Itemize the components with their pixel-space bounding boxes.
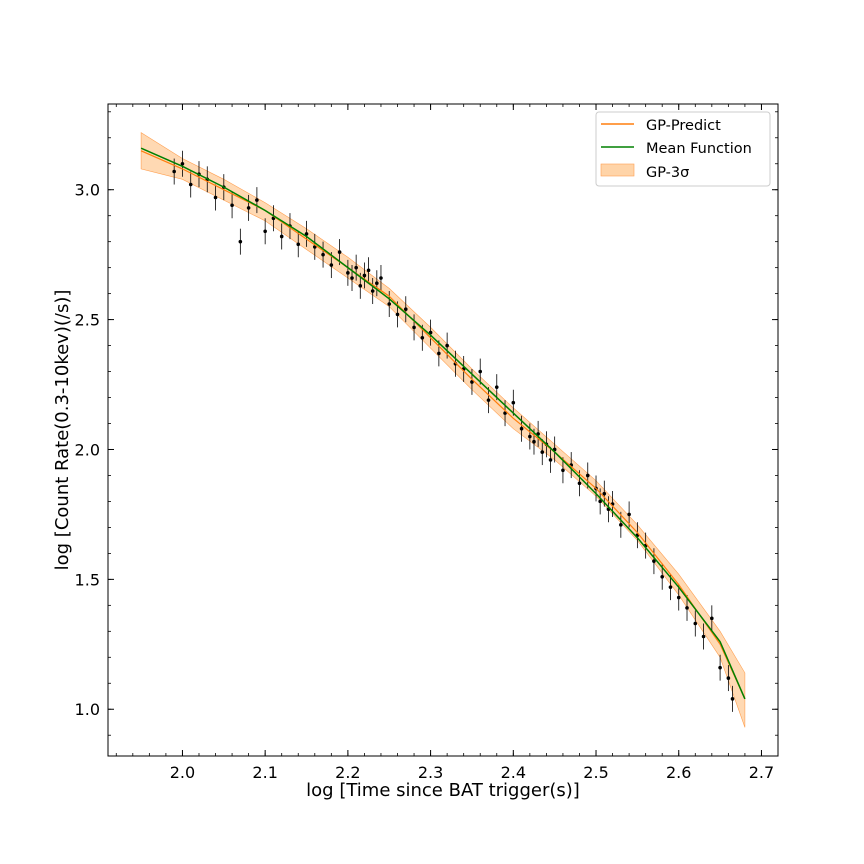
legend-gp-3sigma-label: GP-3σ bbox=[646, 165, 689, 181]
data-point bbox=[528, 434, 532, 439]
data-point bbox=[238, 239, 243, 244]
data-point bbox=[379, 276, 383, 280]
data-point bbox=[478, 369, 483, 374]
x-tick-label: 2.5 bbox=[583, 763, 608, 782]
data-point bbox=[470, 380, 474, 384]
data-point bbox=[329, 263, 334, 267]
gp-predict-line bbox=[140, 150, 746, 700]
data-point bbox=[437, 351, 441, 356]
data-point bbox=[395, 312, 400, 317]
data-point bbox=[730, 697, 735, 701]
data-point bbox=[652, 559, 656, 563]
data-point bbox=[246, 206, 251, 210]
data-point bbox=[486, 398, 491, 402]
y-tick-label: 1.5 bbox=[75, 570, 100, 589]
x-axis-ticks: 2.0 2.1 2.2 2.3 2.4 2.5 2.6 2.7 bbox=[115, 104, 779, 782]
data-point bbox=[701, 634, 706, 639]
data-point bbox=[685, 606, 689, 610]
data-point bbox=[540, 450, 545, 454]
data-point bbox=[511, 400, 516, 405]
data-point bbox=[602, 491, 607, 496]
data-point bbox=[375, 281, 379, 286]
data-point bbox=[718, 665, 722, 670]
legend-mean-function-label: Mean Function bbox=[646, 141, 752, 157]
x-tick-label: 2.6 bbox=[666, 763, 691, 782]
data-point bbox=[420, 335, 425, 340]
data-point bbox=[445, 343, 449, 348]
x-tick-label: 2.0 bbox=[170, 763, 195, 782]
axes-frame bbox=[107, 103, 779, 757]
y-tick-label: 2.0 bbox=[75, 440, 100, 459]
gp-3sigma-band bbox=[140, 132, 746, 728]
data-point bbox=[296, 242, 301, 247]
legend: GP-Predict Mean Function GP-3σ bbox=[595, 111, 771, 187]
data-point bbox=[577, 481, 582, 486]
x-tick-label: 2.4 bbox=[501, 763, 526, 782]
data-point bbox=[346, 271, 350, 275]
data-point bbox=[188, 182, 193, 187]
y-tick-label: 1.0 bbox=[75, 700, 100, 719]
data-point bbox=[627, 512, 631, 517]
data-point bbox=[519, 426, 524, 431]
data-point bbox=[494, 385, 499, 389]
y-axis-title: log [Count Rate(0.3-10kev)(/s)] bbox=[52, 290, 73, 571]
data-point bbox=[532, 439, 536, 444]
data-point bbox=[660, 574, 664, 579]
data-point bbox=[358, 284, 363, 288]
data-point bbox=[354, 265, 358, 270]
data-point bbox=[585, 473, 590, 478]
data-point bbox=[337, 250, 342, 254]
data-point bbox=[726, 676, 731, 680]
data-point bbox=[710, 616, 714, 621]
data-point bbox=[561, 468, 565, 473]
data-point bbox=[676, 595, 681, 600]
legend-gp-predict-label: GP-Predict bbox=[646, 118, 721, 134]
data-point bbox=[230, 203, 234, 208]
data-point bbox=[362, 273, 367, 278]
y-axis-ticks: 1.0 1.5 2.0 2.5 3.0 bbox=[75, 111, 778, 736]
y-tick-label: 3.0 bbox=[75, 181, 100, 200]
data-point bbox=[619, 523, 623, 527]
data-point bbox=[350, 276, 354, 280]
legend-gp-3sigma-swatch bbox=[600, 163, 635, 177]
data-point bbox=[548, 458, 553, 462]
data-point bbox=[279, 234, 284, 239]
data-point bbox=[213, 195, 218, 200]
x-tick-label: 2.3 bbox=[418, 763, 443, 782]
data-point bbox=[668, 585, 673, 589]
x-axis-title: log [Time since BAT trigger(s)] bbox=[306, 780, 580, 801]
data-point bbox=[403, 307, 408, 312]
data-point bbox=[255, 198, 259, 202]
data-point bbox=[412, 325, 416, 330]
data-point bbox=[180, 161, 185, 166]
mean-function-line bbox=[140, 147, 746, 700]
legend-frame bbox=[595, 111, 771, 187]
plot-area bbox=[140, 132, 746, 728]
data-point bbox=[304, 232, 309, 236]
x-tick-label: 2.7 bbox=[749, 763, 774, 782]
data-point bbox=[693, 621, 698, 626]
data-point bbox=[370, 289, 375, 293]
data-point bbox=[366, 268, 371, 273]
x-tick-label: 2.1 bbox=[252, 763, 277, 782]
y-tick-label: 2.5 bbox=[75, 311, 100, 330]
data-point bbox=[387, 302, 392, 306]
data-point bbox=[503, 411, 507, 415]
data-point bbox=[172, 169, 176, 174]
data-point bbox=[598, 499, 602, 504]
data-point bbox=[263, 229, 267, 234]
x-tick-label: 2.2 bbox=[335, 763, 360, 782]
data-point bbox=[321, 252, 325, 257]
